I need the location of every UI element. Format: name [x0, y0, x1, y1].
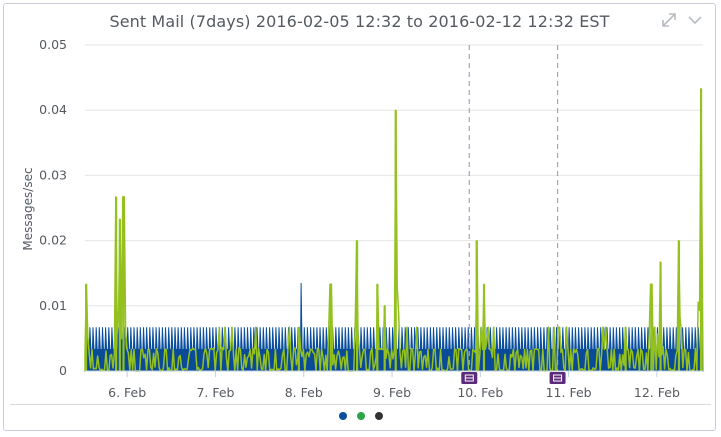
x-tick-label: 6. Feb: [108, 385, 146, 400]
x-tick-label: 11. Feb: [546, 385, 592, 400]
footer-divider: [10, 404, 711, 405]
x-tick-label: 12. Feb: [634, 385, 680, 400]
x-tick-label: 10. Feb: [457, 385, 503, 400]
pagination-dots: [0, 412, 721, 422]
flag-icon[interactable]: [461, 372, 478, 384]
chart-title: Sent Mail (7days) 2016-02-05 12:32 to 20…: [109, 12, 610, 31]
y-axis-label: Messages/sec: [21, 167, 35, 250]
chevron-down-icon[interactable]: [685, 10, 705, 30]
page-dot-3[interactable]: [374, 412, 383, 420]
series-green-line: [84, 87, 704, 372]
page-dot-2[interactable]: [356, 412, 365, 420]
page-dot-1[interactable]: [338, 412, 347, 420]
flag-icon[interactable]: [549, 372, 566, 384]
x-tick-label: 9. Feb: [373, 385, 411, 400]
expand-icon[interactable]: [659, 10, 679, 30]
y-tick-label: 0.03: [39, 167, 67, 182]
x-tick-label: 7. Feb: [196, 385, 234, 400]
y-tick-label: 0.02: [39, 233, 67, 248]
x-tick-label: 8. Feb: [285, 385, 323, 400]
y-tick-label: 0.05: [39, 37, 67, 52]
y-tick-label: 0: [59, 363, 67, 378]
y-tick-label: 0.04: [39, 102, 67, 117]
y-tick-label: 0.01: [39, 298, 67, 313]
